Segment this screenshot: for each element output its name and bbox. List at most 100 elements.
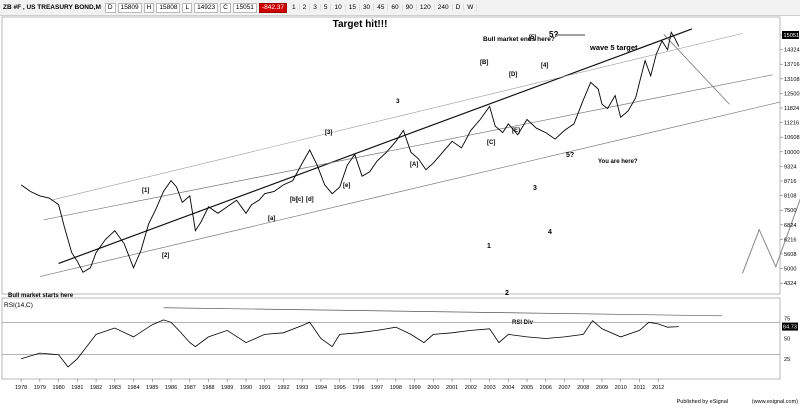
interval-button-w[interactable]: W — [464, 4, 478, 11]
time-tick-label: 2005 — [521, 385, 533, 391]
quote-close: 15051 — [232, 2, 257, 13]
time-tick-label: 1978 — [15, 385, 27, 391]
quote-high: 15808 — [156, 2, 181, 13]
upper-channel-line — [43, 74, 773, 221]
rsi-panel: RSI(14,C) 75 50 25 64.73 — [2, 302, 798, 368]
channel-lines — [39, 28, 781, 277]
quote-open: 15809 — [117, 2, 142, 13]
wave-label-bracket-2: [2] — [162, 253, 169, 259]
projection-path — [742, 198, 800, 274]
footer-url: (www.esignal.com) — [752, 399, 798, 405]
price-line — [20, 31, 680, 273]
annotation-bull-ends: Bull market ends here? — [483, 36, 555, 43]
chart-title: Target hit!!! — [333, 19, 388, 30]
annotation-wave5-target: wave 5 target — [589, 43, 638, 52]
chart-toolbar: ZB #F , US TREASURY BOND,M D 15809 H 158… — [0, 0, 800, 16]
price-tick-label: 13108 — [784, 77, 800, 83]
quote-high-label: H — [143, 2, 155, 13]
time-tick-label: 2002 — [465, 385, 477, 391]
price-series — [20, 31, 680, 273]
time-tick-label: 2000 — [427, 385, 439, 391]
wave-label-bracket-4: [4] — [541, 63, 548, 69]
interval-button-3[interactable]: 3 — [310, 4, 321, 11]
wave-label-bracket-3: [3] — [325, 130, 332, 136]
time-tick-label: 1999 — [408, 385, 420, 391]
time-tick-label: 2011 — [634, 385, 646, 391]
quote-low: 14923 — [194, 2, 219, 13]
price-tick-label: 8108 — [784, 194, 796, 200]
rsi-last-label: 64.73 — [783, 325, 797, 331]
interval-button-90[interactable]: 90 — [402, 4, 417, 11]
interval-button-15[interactable]: 15 — [345, 4, 360, 11]
time-tick-label: 1990 — [240, 385, 252, 391]
time-tick-label: 1984 — [127, 385, 139, 391]
time-tick-label: 2006 — [540, 385, 552, 391]
wave-label-bracket-5: [5] — [529, 35, 536, 41]
price-panel-border — [1, 16, 781, 295]
interval-button-60[interactable]: 60 — [388, 4, 403, 11]
rsi-divergence-line — [163, 307, 722, 317]
projection-label-1: 1 — [487, 243, 491, 250]
interval-button-2[interactable]: 2 — [299, 4, 311, 11]
interval-bar: 1 2 3 5 10 15 30 45 60 90 120 240 D W — [288, 3, 478, 12]
time-tick-label: 2008 — [577, 385, 589, 391]
time-tick-label: 2009 — [596, 385, 608, 391]
interval-button-45[interactable]: 45 — [374, 4, 389, 11]
interval-button-30[interactable]: 30 — [359, 4, 375, 11]
price-tick-label: 4324 — [784, 281, 796, 287]
price-tick-label: 11824 — [784, 106, 799, 112]
quote-low-label: L — [182, 2, 193, 13]
rsi-tick-label: 50 — [784, 337, 790, 343]
price-tick-label: 6824 — [784, 223, 796, 229]
interval-button-d[interactable]: D — [452, 4, 465, 11]
interval-button-5[interactable]: 5 — [320, 4, 332, 11]
price-tick-label: 10608 — [784, 135, 800, 141]
price-tick-label: 6216 — [784, 237, 796, 243]
time-tick-label: 1979 — [34, 385, 46, 391]
time-tick-label: 1983 — [109, 385, 121, 391]
footer-published: Published by eSignal — [677, 399, 728, 405]
time-tick-label: 1991 — [259, 385, 271, 391]
price-tick-label: 5608 — [784, 252, 796, 258]
time-tick-label: 1992 — [277, 385, 289, 391]
interval-button-240[interactable]: 240 — [434, 4, 453, 11]
rsi-line — [20, 319, 679, 368]
time-tick-label: 1997 — [371, 385, 383, 391]
wave-label-B: [B] — [480, 60, 488, 66]
wave-label-b: [b] — [290, 197, 298, 203]
time-tick-label: 1987 — [184, 385, 196, 391]
rsi-tick-label: 75 — [784, 316, 790, 322]
lower-channel-line — [39, 101, 781, 277]
price-tick-label: 8716 — [784, 179, 796, 185]
decline-projection-line — [663, 34, 730, 105]
time-tick-label: 1998 — [390, 385, 402, 391]
time-tick-label: 1985 — [146, 385, 158, 391]
time-tick-label: 1993 — [296, 385, 308, 391]
rsi-label: RSI(14,C) — [4, 302, 33, 309]
price-tick-label: 7500 — [784, 208, 796, 214]
projection-label-2: 2 — [505, 290, 509, 297]
time-tick-label: 2010 — [615, 385, 627, 391]
wave-label-bracket-1: [1] — [142, 188, 149, 194]
projection-label-4: 4 — [548, 229, 552, 236]
wave-label-c: [c] — [296, 197, 303, 203]
time-tick-label: 2012 — [652, 385, 664, 391]
time-tick-label: 1988 — [202, 385, 214, 391]
time-tick-label: 2007 — [558, 385, 570, 391]
time-tick-label: 1986 — [165, 385, 177, 391]
wave-label-5-question: 5? — [549, 30, 558, 39]
interval-button-120[interactable]: 120 — [416, 4, 435, 11]
interval-button-1[interactable]: 1 — [288, 4, 300, 11]
wave-label-d: [d] — [306, 197, 314, 203]
price-tick-label: 10000 — [784, 150, 800, 156]
time-tick-label: 2003 — [483, 385, 495, 391]
time-tick-label: 2001 — [446, 385, 458, 391]
price-tick-label: 12500 — [784, 91, 800, 97]
interval-button-10[interactable]: 10 — [331, 4, 346, 11]
price-tick-label: 11216 — [784, 121, 799, 127]
wave-label-D: [D] — [509, 72, 517, 78]
price-tick-label: 13716 — [784, 62, 800, 68]
rsi-last-badge — [782, 322, 798, 331]
wave-labels: Bull market ends here? wave 5 target You a… — [8, 30, 638, 326]
time-tick-label: 1989 — [221, 385, 233, 391]
